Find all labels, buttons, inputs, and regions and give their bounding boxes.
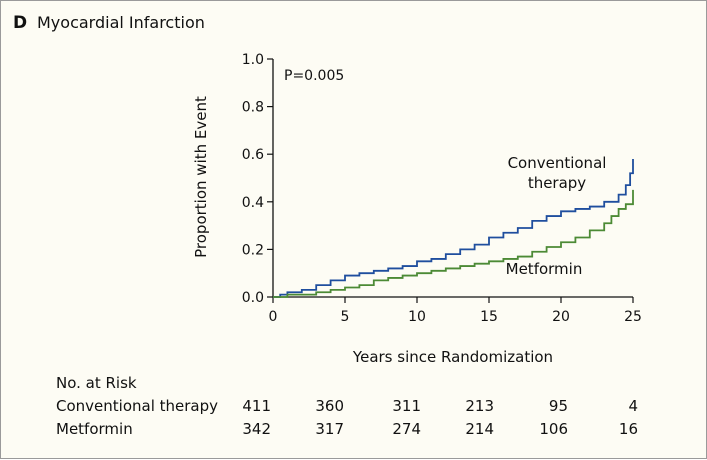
x-axis-label: Years since Randomization xyxy=(352,348,553,366)
risk-row-label: Conventional therapy xyxy=(56,397,218,415)
risk-cell: 317 xyxy=(315,420,344,438)
risk-table: Conventional therapy 411 360 311 213 95 4 Metfo… xyxy=(56,397,638,438)
risk-cell: 16 xyxy=(619,420,638,438)
risk-cell: 274 xyxy=(392,420,421,438)
y-tick-label: 0.8 xyxy=(242,100,264,116)
p-value-annotation: P=0.005 xyxy=(284,68,344,84)
x-tick-label: 25 xyxy=(624,309,642,325)
risk-table-heading: No. at Risk xyxy=(56,374,137,392)
x-tick-label: 0 xyxy=(269,309,278,325)
x-tick-label: 10 xyxy=(408,309,426,325)
panel-letter: D xyxy=(13,13,27,33)
risk-cell: 360 xyxy=(315,397,344,415)
series-line-conventional-therapy xyxy=(273,158,634,298)
chart-title: Myocardial Infarction xyxy=(37,13,205,32)
y-tick-label: 1.0 xyxy=(242,52,264,68)
risk-cell: 214 xyxy=(465,420,494,438)
series-label: Conventional xyxy=(508,154,607,172)
risk-cell: 311 xyxy=(392,397,421,415)
plot-area: 0.0 0.2 0.4 0.6 0.8 1.0 0 5 10 15 20 25 Conventional… xyxy=(242,52,642,325)
series-label: Metformin xyxy=(506,260,583,278)
y-tick-label: 0.2 xyxy=(242,242,264,258)
series-line-metformin xyxy=(273,189,634,298)
y-tick-label: 0.4 xyxy=(242,195,264,211)
x-tick-label: 20 xyxy=(552,309,570,325)
risk-cell: 106 xyxy=(539,420,568,438)
series-label: therapy xyxy=(528,174,586,192)
risk-cell: 411 xyxy=(242,397,271,415)
risk-row-label: Metformin xyxy=(56,420,133,438)
risk-cell: 4 xyxy=(628,397,638,415)
y-axis-label: Proportion with Event xyxy=(192,96,210,258)
y-tick-label: 0.6 xyxy=(242,147,264,163)
y-tick-label: 0.0 xyxy=(242,290,264,306)
risk-cell: 213 xyxy=(465,397,494,415)
x-tick-label: 5 xyxy=(341,309,350,325)
risk-cell: 342 xyxy=(242,420,271,438)
risk-cell: 95 xyxy=(549,397,568,415)
x-tick-label: 15 xyxy=(480,309,498,325)
